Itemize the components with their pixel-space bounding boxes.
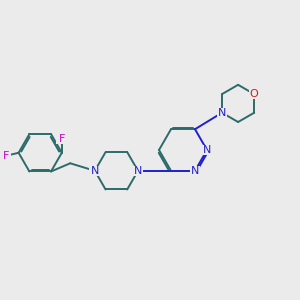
FancyBboxPatch shape [190,166,200,175]
FancyBboxPatch shape [202,145,212,155]
Text: N: N [191,166,199,176]
Text: N: N [91,166,99,176]
Text: N: N [218,108,226,118]
Text: F: F [3,151,9,161]
Text: N: N [203,145,211,155]
Text: O: O [250,89,259,99]
FancyBboxPatch shape [89,166,100,175]
FancyBboxPatch shape [56,134,67,144]
FancyBboxPatch shape [133,166,143,175]
Text: N: N [134,166,142,176]
FancyBboxPatch shape [1,151,11,160]
Text: F: F [58,134,65,144]
FancyBboxPatch shape [249,89,260,99]
FancyBboxPatch shape [217,108,227,118]
